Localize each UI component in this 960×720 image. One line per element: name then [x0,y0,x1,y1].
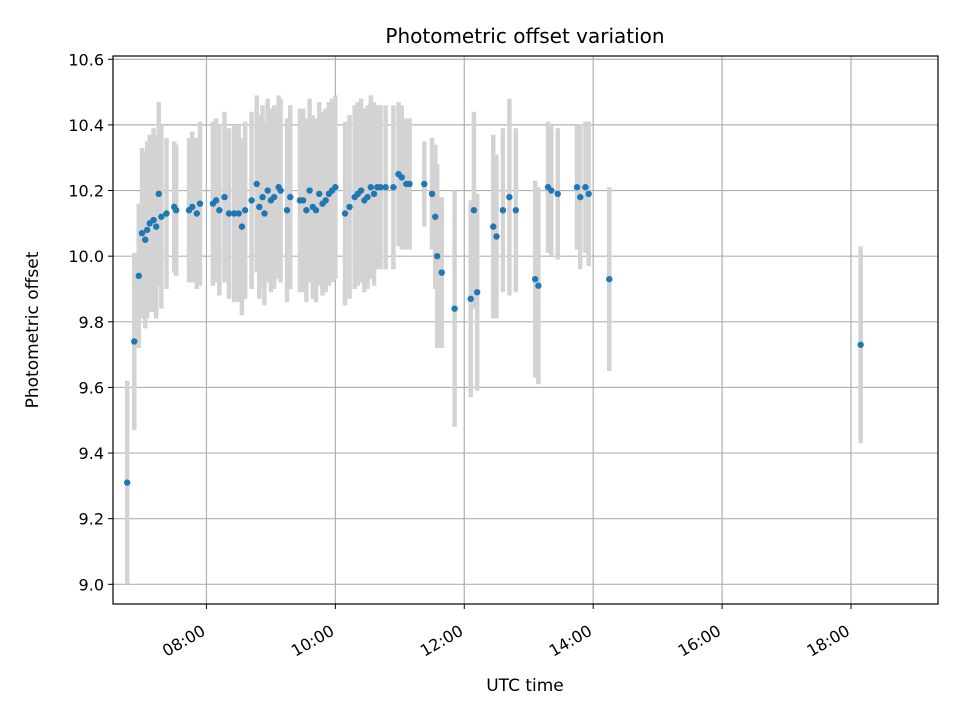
data-point [367,184,375,191]
data-points [123,170,864,486]
data-point [406,180,413,188]
chart-title: Photometric offset variation [385,24,664,48]
data-point [433,252,441,260]
y-tick-label: 9.4 [79,444,104,463]
data-point [264,187,271,194]
data-point [506,193,513,201]
y-tick-label: 10.0 [68,247,104,266]
data-point [235,210,242,217]
data-point [196,200,204,207]
data-point [346,203,353,211]
y-tick-label: 10.6 [68,50,104,69]
data-point [316,190,323,198]
data-point [322,197,329,204]
y-tick-label: 10.4 [68,116,104,135]
data-point [428,190,436,198]
data-point [499,207,507,214]
data-point [283,207,291,214]
data-point [248,197,255,204]
y-tick-label: 9.2 [79,510,104,529]
data-point [493,233,500,240]
data-point [163,210,170,217]
data-point [421,180,428,188]
data-point [216,207,223,214]
y-tick-label: 9.6 [79,378,104,397]
data-point [370,190,378,198]
data-point [312,207,320,214]
y-tick-label: 9.8 [79,313,104,332]
data-point [261,210,268,217]
data-point [150,216,157,224]
data-point [390,184,397,191]
data-point [135,272,142,280]
plot-frame [112,55,939,605]
data-point [193,210,200,217]
data-point [303,207,310,214]
data-point [582,184,589,191]
data-point [158,213,165,220]
data-point [253,180,260,188]
y-tick-label: 10.2 [68,182,104,201]
data-point [341,210,349,217]
x-axis-title: UTC time [486,676,564,696]
y-axis-ticks: 9.0 9.2 9.4 9.6 9.8 10.0 10.2 10.4 10.6 [68,50,113,594]
data-point [398,174,405,181]
data-point [357,187,365,194]
data-point [585,190,592,198]
data-point [212,197,220,204]
data-point [554,190,561,198]
data-point [577,193,584,201]
data-point [221,193,228,201]
data-point [230,210,238,217]
data-point [332,184,339,191]
data-point [172,207,180,214]
data-point [512,207,520,214]
data-point [438,269,445,276]
data-point [573,184,581,191]
data-point [382,184,389,191]
data-point [138,229,146,237]
data-point [470,207,478,214]
data-point [189,203,196,211]
data-point [377,184,384,191]
data-point [306,187,313,194]
data-point [152,223,160,230]
data-point [143,226,151,234]
data-point [473,289,481,296]
data-point [142,236,149,243]
data-point [238,223,246,230]
data-point [256,203,263,211]
data-point [241,207,249,214]
data-point [155,190,162,198]
data-point [490,223,497,230]
data-point [467,295,474,303]
data-point [123,479,131,486]
data-point [287,193,294,201]
data-point [432,213,439,220]
y-axis-title: Photometric offset [23,251,43,408]
y-tick-label: 9.0 [79,575,104,594]
data-point [259,193,266,201]
data-point [548,187,555,194]
data-point [451,305,458,312]
data-point [606,275,613,283]
data-point [364,193,371,201]
data-point [225,210,233,217]
data-point [270,193,278,201]
data-point [531,275,539,283]
data-point [299,197,307,204]
data-point [857,341,864,348]
data-point [535,282,542,289]
data-point [131,338,138,345]
data-point [277,187,284,194]
